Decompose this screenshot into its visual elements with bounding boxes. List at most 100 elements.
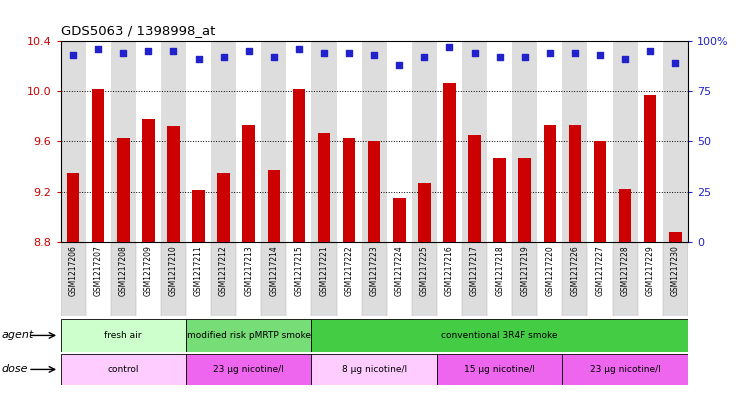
Bar	[669, 231, 682, 242]
Bar	[562, 354, 688, 385]
Point	[418, 54, 430, 61]
Point	[168, 48, 179, 54]
Bar	[311, 319, 688, 352]
Point	[494, 54, 506, 61]
Bar	[537, 242, 562, 316]
Text: GSM1217208: GSM1217208	[119, 245, 128, 296]
Bar	[136, 242, 161, 316]
Point	[193, 56, 204, 62]
Bar	[644, 95, 657, 242]
Bar	[587, 41, 613, 242]
Text: GSM1217221: GSM1217221	[320, 245, 328, 296]
Point	[393, 62, 405, 68]
Bar	[67, 173, 80, 242]
Text: GSM1217225: GSM1217225	[420, 245, 429, 296]
Bar	[543, 125, 556, 242]
Text: GSM1217211: GSM1217211	[194, 245, 203, 296]
Bar	[343, 138, 356, 242]
Text: GSM1217216: GSM1217216	[445, 245, 454, 296]
Bar	[161, 242, 186, 316]
Bar	[437, 41, 462, 242]
Bar	[186, 319, 311, 352]
Point	[117, 50, 129, 57]
Bar	[161, 41, 186, 242]
Bar	[261, 41, 286, 242]
Bar	[92, 89, 105, 242]
Bar	[111, 41, 136, 242]
Bar	[562, 41, 587, 242]
Text: dose: dose	[1, 364, 28, 375]
Text: GSM1217206: GSM1217206	[69, 245, 77, 296]
Text: GSM1217207: GSM1217207	[94, 245, 103, 296]
Point	[243, 48, 255, 54]
Point	[67, 52, 79, 59]
Point	[569, 50, 581, 57]
Bar	[569, 125, 582, 242]
Text: GSM1217215: GSM1217215	[294, 245, 303, 296]
Text: GSM1217228: GSM1217228	[621, 245, 630, 296]
Point	[218, 54, 230, 61]
Point	[519, 54, 531, 61]
Text: 23 μg nicotine/l: 23 μg nicotine/l	[590, 365, 661, 374]
Point	[544, 50, 556, 57]
Bar	[61, 41, 86, 242]
Point	[619, 56, 631, 62]
Point	[92, 46, 104, 52]
Point	[268, 54, 280, 61]
Bar	[518, 158, 531, 242]
Bar	[286, 242, 311, 316]
Bar	[286, 41, 311, 242]
Bar	[593, 141, 607, 242]
Point	[669, 60, 681, 66]
Point	[644, 48, 656, 54]
Bar	[494, 158, 506, 242]
Bar	[61, 319, 186, 352]
Text: GSM1217218: GSM1217218	[495, 245, 504, 296]
Point	[293, 46, 305, 52]
Bar	[136, 41, 161, 242]
Text: GSM1217229: GSM1217229	[646, 245, 655, 296]
Bar	[437, 242, 462, 316]
Text: GSM1217210: GSM1217210	[169, 245, 178, 296]
Bar	[387, 242, 412, 316]
Bar	[192, 190, 205, 242]
Bar	[86, 41, 111, 242]
Bar	[663, 242, 688, 316]
Bar	[537, 41, 562, 242]
Text: GSM1217212: GSM1217212	[219, 245, 228, 296]
Text: GSM1217226: GSM1217226	[570, 245, 579, 296]
Point	[469, 50, 480, 57]
Text: GSM1217219: GSM1217219	[520, 245, 529, 296]
Bar	[368, 141, 381, 242]
Text: GDS5063 / 1398998_at: GDS5063 / 1398998_at	[61, 24, 215, 37]
Bar	[211, 41, 236, 242]
Bar	[393, 198, 406, 242]
Bar	[311, 242, 337, 316]
Text: GSM1217213: GSM1217213	[244, 245, 253, 296]
Text: GSM1217214: GSM1217214	[269, 245, 278, 296]
Bar	[487, 242, 512, 316]
Bar	[236, 242, 261, 316]
Bar	[613, 41, 638, 242]
Bar	[186, 41, 211, 242]
Bar	[337, 41, 362, 242]
Bar	[337, 242, 362, 316]
Text: fresh air: fresh air	[105, 331, 142, 340]
Bar	[218, 173, 230, 242]
Bar	[437, 354, 562, 385]
Bar	[362, 242, 387, 316]
Text: modified risk pMRTP smoke: modified risk pMRTP smoke	[187, 331, 311, 340]
Bar	[418, 183, 431, 242]
Bar	[362, 41, 387, 242]
Text: 8 μg nicotine/l: 8 μg nicotine/l	[342, 365, 407, 374]
Bar	[412, 242, 437, 316]
Bar	[469, 135, 481, 242]
Bar	[638, 41, 663, 242]
Point	[142, 48, 154, 54]
Bar	[387, 41, 412, 242]
Bar	[142, 119, 155, 242]
Text: GSM1217227: GSM1217227	[596, 245, 604, 296]
Bar	[443, 83, 456, 242]
Bar	[186, 242, 211, 316]
Bar	[613, 242, 638, 316]
